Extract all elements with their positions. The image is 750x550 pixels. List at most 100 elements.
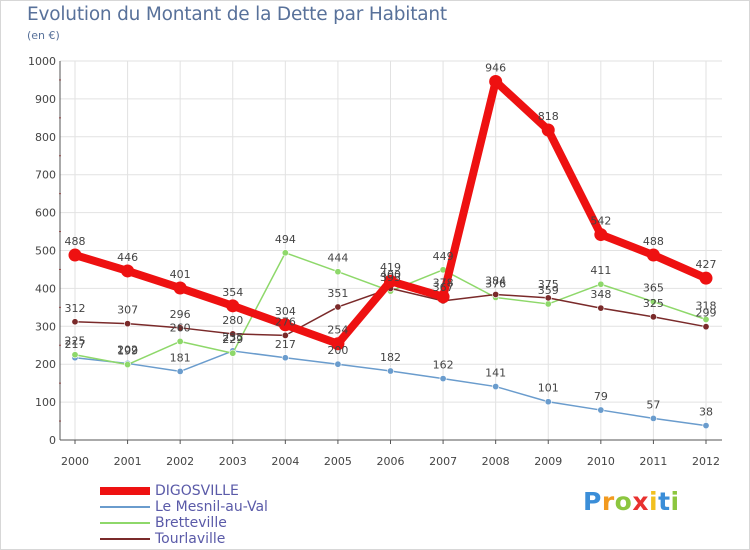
y-tick-label: 600: [35, 207, 56, 220]
data-point: [436, 290, 450, 304]
x-tick-label: 2007: [429, 455, 457, 468]
data-label: 946: [485, 61, 506, 74]
data-label: 375: [538, 278, 559, 291]
y-tick-label: 900: [35, 93, 56, 106]
x-tick-label: 2003: [219, 455, 247, 468]
data-label: 307: [117, 304, 138, 317]
legend-label: Bretteville: [155, 515, 227, 531]
data-point: [439, 375, 447, 383]
x-tick-label: 2000: [61, 455, 89, 468]
y-tick-label: 400: [35, 282, 56, 295]
legend-swatch: [100, 487, 150, 495]
data-label: 202: [117, 343, 138, 356]
data-label: 200: [327, 344, 348, 357]
data-point: [699, 271, 713, 285]
data-label: 393: [380, 271, 401, 284]
y-tick-label: 200: [35, 358, 56, 371]
x-tick-label: 2005: [324, 455, 352, 468]
data-point: [646, 248, 660, 262]
x-tick-label: 2010: [587, 455, 615, 468]
legend-label: DIGOSVILLE: [155, 483, 239, 499]
data-label: 318: [696, 299, 717, 312]
data-label: 235: [222, 331, 243, 344]
data-label: 351: [327, 287, 348, 300]
data-label: 378: [433, 277, 454, 290]
data-point: [649, 298, 657, 306]
data-label: 296: [170, 308, 191, 321]
x-tick-label: 2008: [482, 455, 510, 468]
x-tick-label: 2009: [534, 455, 562, 468]
data-point: [702, 315, 710, 323]
data-point: [176, 367, 184, 375]
data-point: [68, 248, 82, 262]
x-tick-label: 2001: [114, 455, 142, 468]
data-point: [124, 320, 132, 328]
y-tick-label: 300: [35, 320, 56, 333]
data-point: [334, 303, 342, 311]
data-label: 348: [590, 288, 611, 301]
data-label: 199: [117, 345, 138, 358]
y-tick-label: 100: [35, 396, 56, 409]
data-label: 376: [485, 277, 506, 290]
data-point: [124, 361, 132, 369]
data-point: [544, 294, 552, 302]
data-point: [334, 360, 342, 368]
data-point: [544, 398, 552, 406]
data-label: 101: [538, 382, 559, 395]
data-label: 359: [538, 284, 559, 297]
data-point: [492, 290, 500, 298]
data-point: [597, 280, 605, 288]
data-label: 419: [380, 261, 401, 274]
legend-item-digosville: DIGOSVILLE: [100, 483, 360, 499]
data-label: 427: [696, 258, 717, 271]
data-point: [71, 351, 79, 359]
data-point: [278, 318, 292, 332]
y-tick-label: 700: [35, 169, 56, 182]
data-label: 818: [538, 110, 559, 123]
data-point: [594, 228, 608, 242]
data-point: [649, 313, 657, 321]
data-point: [226, 299, 240, 313]
data-label: 400: [380, 268, 401, 281]
data-point: [281, 331, 289, 339]
x-tick-label: 2012: [692, 455, 720, 468]
x-tick-label: 2006: [377, 455, 405, 468]
data-label: 141: [485, 367, 506, 380]
chart-title: Evolution du Montant de la Dette par Hab…: [27, 4, 447, 25]
data-point: [229, 349, 237, 357]
data-label: 354: [222, 286, 243, 299]
data-point: [229, 330, 237, 338]
chart-subtitle: (en €): [27, 29, 60, 42]
data-label: 444: [327, 252, 348, 265]
legend-label: Le Mesnil-au-Val: [155, 499, 268, 515]
data-label: 162: [433, 359, 454, 372]
data-label: 79: [594, 390, 608, 403]
data-point: [331, 337, 345, 351]
data-label: 488: [65, 235, 86, 248]
data-label: 225: [65, 335, 86, 348]
x-tick-label: 2004: [271, 455, 299, 468]
data-point: [649, 414, 657, 422]
data-label: 57: [646, 398, 660, 411]
data-label: 325: [643, 297, 664, 310]
data-point: [544, 300, 552, 308]
proxiti-logo: Proxiti: [583, 487, 680, 516]
x-tick-label: 2011: [639, 455, 667, 468]
data-point: [384, 274, 397, 288]
data-label: 229: [222, 333, 243, 346]
data-point: [492, 383, 500, 391]
data-point: [334, 268, 342, 276]
data-point: [121, 264, 135, 278]
data-label: 494: [275, 233, 296, 246]
legend-swatch: [100, 506, 150, 508]
data-label: 38: [699, 406, 713, 419]
y-tick-label: 0: [49, 434, 56, 447]
data-label: 542: [590, 215, 611, 228]
data-label: 217: [65, 338, 86, 351]
data-point: [597, 304, 605, 312]
data-label: 365: [643, 282, 664, 295]
data-point: [173, 281, 187, 295]
data-label: 446: [117, 251, 138, 264]
data-label: 182: [380, 351, 401, 364]
